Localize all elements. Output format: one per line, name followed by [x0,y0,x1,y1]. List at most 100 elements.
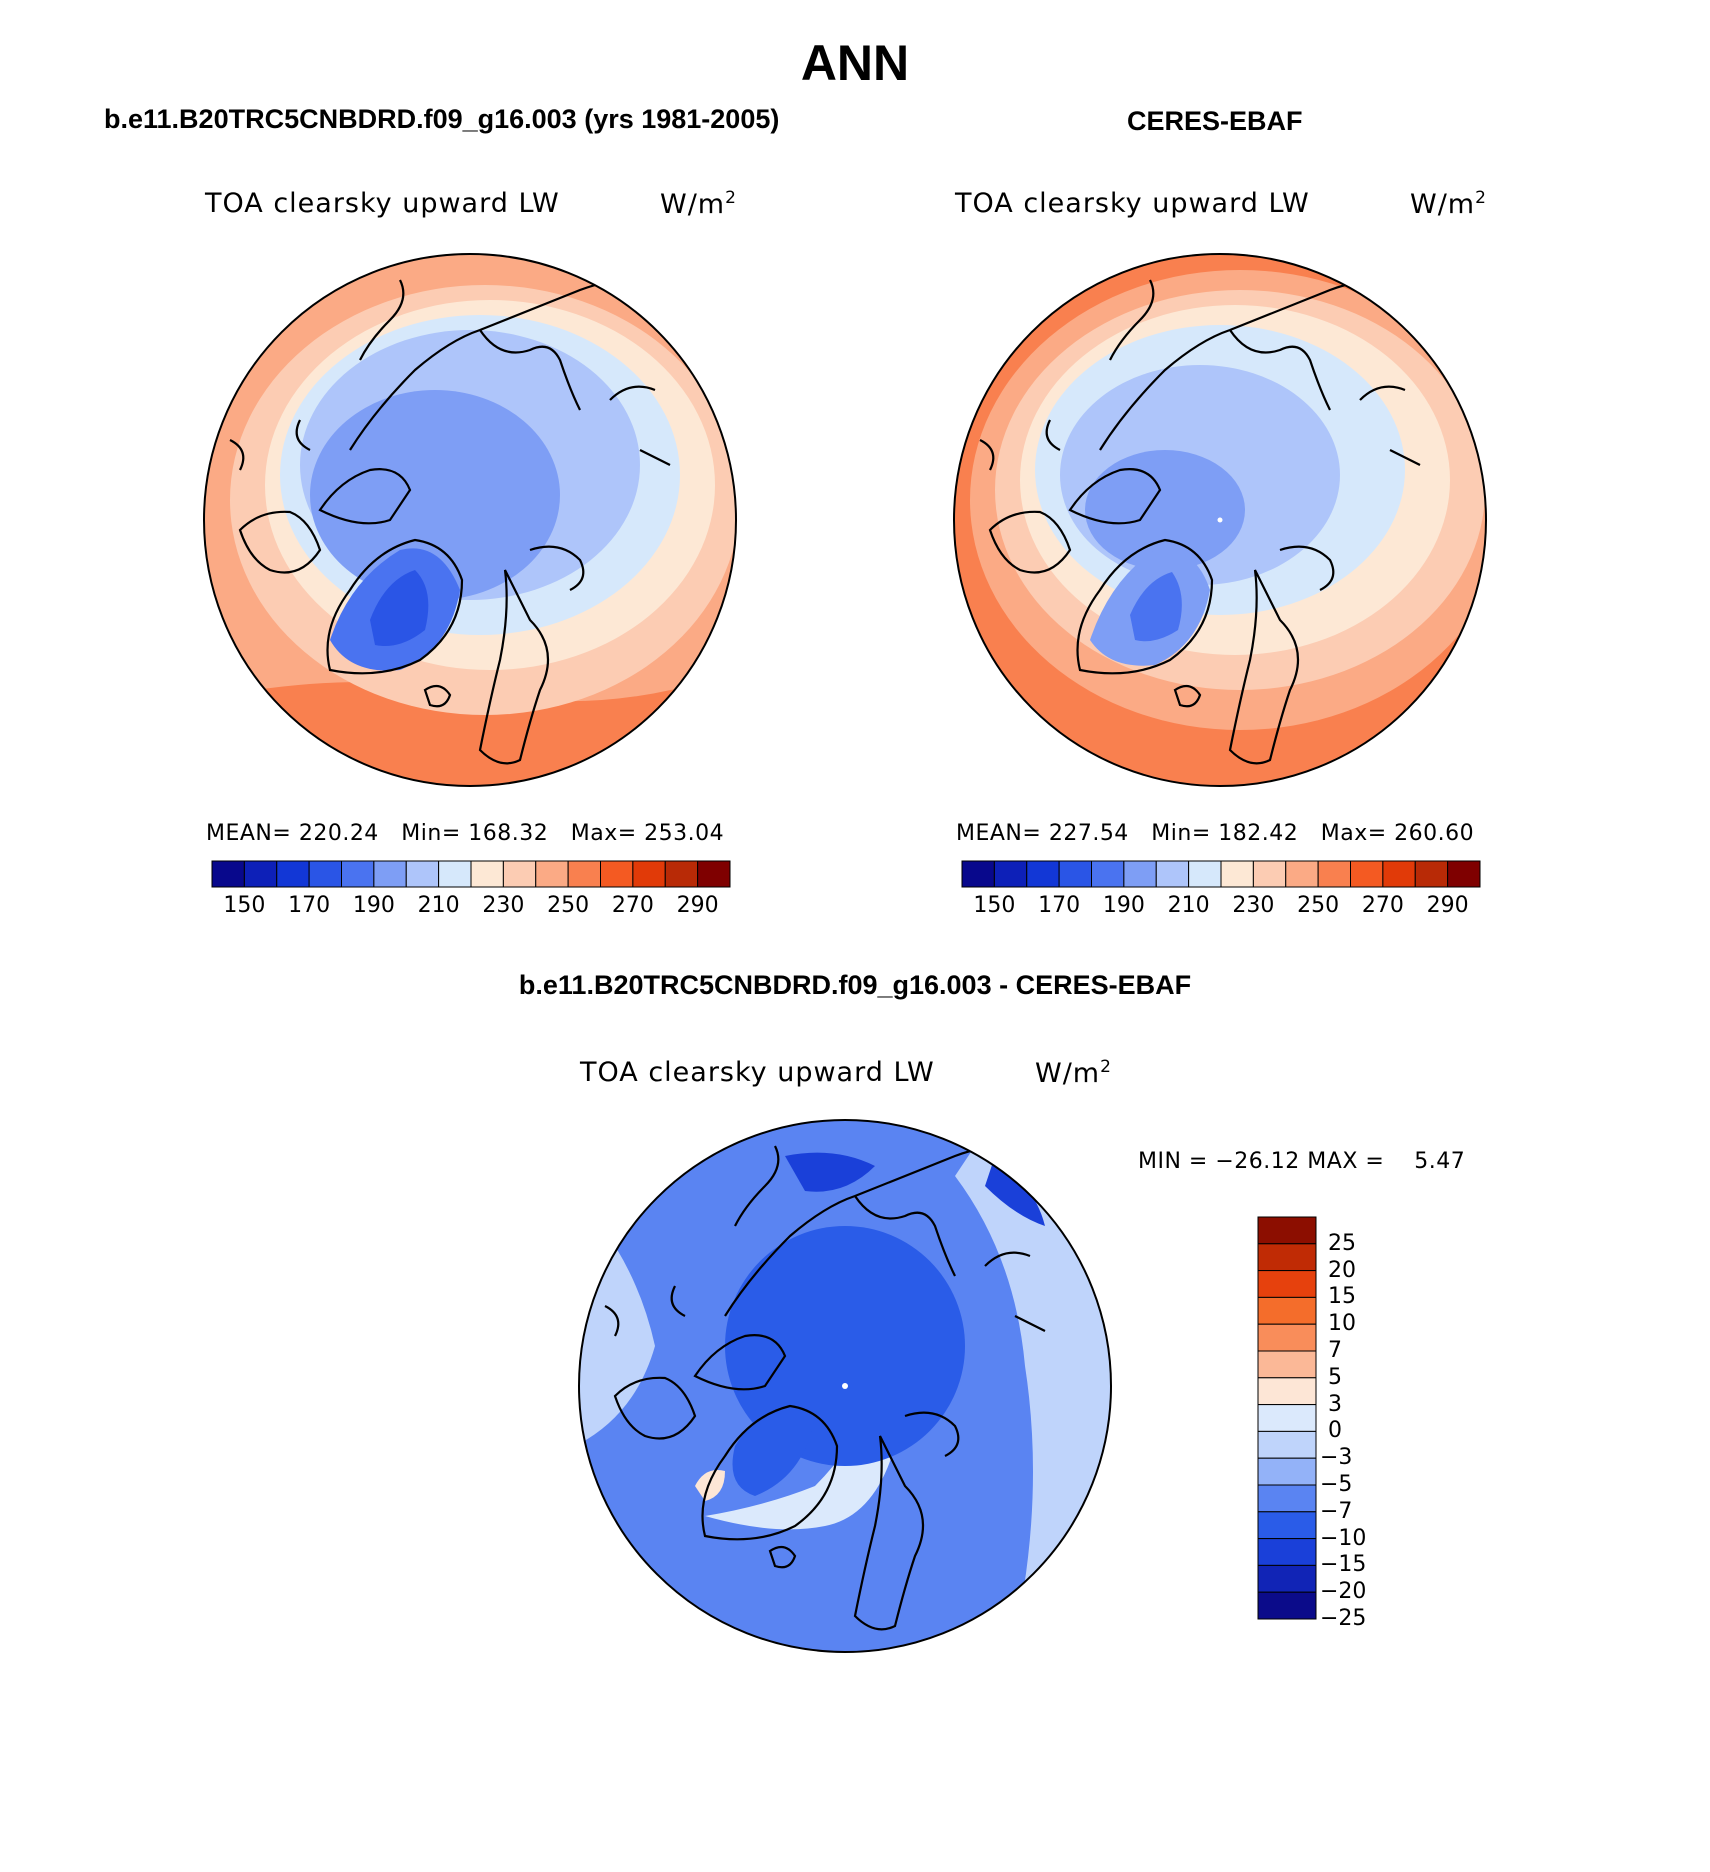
figure-title: ANN [800,35,910,91]
panel3-colorbar-segment [1257,1430,1317,1459]
panel2-colorbar-segment [1026,860,1060,888]
panel2-colorbar-tick-label: 270 [1361,893,1404,918]
panel1-stats: MEAN= 220.24 Min= 168.32 Max= 253.04 [206,821,725,846]
panel3-band-arctic [725,1226,965,1466]
panel1-colorbar-segment [308,860,342,888]
panel1-colorbar-segment [567,860,601,888]
panel3-colorbar-tick-label: 25 [1328,1230,1356,1256]
panel1-colorbar-tick-label: 270 [611,893,654,918]
panel1-colorbar-segment [211,860,245,888]
panel3-colorbar-segment [1257,1564,1317,1593]
panel3-colorbar-tick-label: −5 [1320,1472,1353,1497]
panel2-coastlines [979,277,1421,765]
panel2-colorbar-tick-label: 250 [1297,893,1340,918]
panel3-colorbar-segment [1257,1538,1317,1566]
panel3-colorbar-segment [1257,1457,1317,1486]
panel3-colorbar-tick-label: −7 [1320,1498,1353,1524]
panel2-colorbar-tick-label: 230 [1232,893,1275,918]
panel1-colorbar-tick-label: 150 [223,893,266,918]
panel2-colorbar-tick-label: 170 [1038,893,1081,918]
panel1-colorbar-tick-label: 210 [417,893,460,918]
panel1-colorbar-tick-label: 170 [288,893,331,918]
panel2-colorbar-tick-label: 210 [1167,893,1210,918]
panel2-stats: MEAN= 227.54 Min= 182.42 Max= 260.60 [956,821,1475,846]
panel3-map-border [578,1119,1112,1653]
panel1-colorbar-segment [276,860,310,888]
panel3-colorbar-segment [1257,1511,1317,1540]
panel3-colorbar-segment [1257,1404,1317,1432]
panel3-colorbar-tick-label: 3 [1328,1391,1342,1417]
panel3-colorbar-tick-label: 7 [1328,1338,1342,1363]
panel3-colorbar-segment [1257,1296,1317,1325]
panel1-variable-label: TOA clearsky upward LW [205,188,560,219]
panel3-colorbar [1257,1216,1317,1620]
panel3-colorbar-tick-label: −3 [1320,1445,1353,1471]
panel3-colorbar-tick-label: −15 [1320,1552,1367,1578]
panel2-units: W/m2 [1410,188,1487,220]
panel3-colorbar-segment [1257,1270,1317,1298]
panel3-colorbar-segment [1257,1484,1317,1513]
panel2-colorbar-segment [1188,860,1222,888]
panel2-colorbar-segment [1123,860,1157,888]
panel3-colorbar-segment [1257,1323,1317,1352]
panel2-colorbar-segment [1220,860,1254,888]
panel1-colorbar-segment [243,860,278,888]
panel2-colorbar-segment [1155,860,1190,888]
panel3-colorbar-tick-label: 20 [1328,1257,1356,1283]
panel2-colorbar-segment [993,860,1028,888]
panel1-colorbar-tick-label: 190 [352,893,395,918]
panel2-colorbar-segment [1058,860,1092,888]
panel2-colorbar-segment [1447,860,1481,888]
panel2-colorbar-ticks: 150 170 190 210 230 250 270 290 [962,893,1480,923]
panel3-band-atlantic [705,1396,898,1530]
panel2-polar-map [953,253,1487,787]
panel1-coastlines [229,277,671,765]
panel2-colorbar-tick-label: 290 [1426,893,1469,918]
panel3-colorbar-tick-label: 0 [1328,1418,1342,1444]
panel2-colorbar-segment [1382,860,1416,888]
panel2-colorbar-segment [961,860,995,888]
panel1-colorbar-segment [632,860,666,888]
panel2-colorbar-segment [1285,860,1319,888]
panel1-polar-map [203,253,737,787]
panel1-colorbar-segment [438,860,472,888]
panel2-colorbar-segment [1350,860,1384,888]
panel1-colorbar-segment [405,860,440,888]
panel3-band-north [785,1152,875,1192]
panel2-title: CERES-EBAF [1127,106,1303,136]
panel1-colorbar-tick-label: 230 [482,893,525,918]
panel2-colorbar [961,860,1481,888]
panel1-units: W/m2 [660,188,737,220]
panel3-band-ne [985,1156,1045,1226]
panel1-colorbar-segment [535,860,569,888]
panel1-greenland-2 [370,570,429,646]
panel3-colorbar-ticks: 25 20 15 10 7 5 3 0 −3 −5 −7 −10 −15 −20 −25 [1320,1216,1428,1631]
panel3-colorbar-tick-label: −20 [1320,1579,1367,1605]
panel3-minmax: MIN = −26.12 MAX = 5.47 [1138,1149,1466,1174]
panel2-pole-marker [1217,517,1223,523]
panel3-colorbar-tick-label: −25 [1320,1606,1367,1631]
panel3-units: W/m2 [1035,1057,1112,1089]
panel3-colorbar-segment [1257,1377,1317,1406]
panel3-band-positive [695,1470,725,1501]
panel1-colorbar-segment [664,860,699,888]
panel1-colorbar-segment [470,860,504,888]
panel3-greenland [732,1410,815,1496]
panel3-pole-marker [842,1383,848,1389]
panel3-colorbar-segment [1257,1243,1317,1272]
panel3-colorbar-tick-label: 15 [1328,1284,1356,1310]
panel2-map-border [953,253,1487,787]
panel3-colorbar-segment [1257,1591,1317,1620]
panel2-band-6 [1085,450,1245,570]
panel1-title: b.e11.B20TRC5CNBDRD.f09_g16.003 (yrs 198… [104,104,780,134]
panel1-colorbar-ticks: 150 170 190 210 230 250 270 290 [212,893,730,923]
panel1-colorbar-segment [697,860,731,888]
panel1-map-border [203,253,737,787]
panel2-colorbar-tick-label: 150 [973,893,1016,918]
panel3-polar-map [578,1119,1112,1653]
panel2-colorbar-tick-label: 190 [1102,893,1145,918]
panel1-colorbar-tick-label: 290 [676,893,719,918]
panel2-colorbar-segment [1252,860,1287,888]
panel3-title: b.e11.B20TRC5CNBDRD.f09_g16.003 - CERES-… [518,970,1192,1000]
panel1-colorbar-segment [600,860,634,888]
